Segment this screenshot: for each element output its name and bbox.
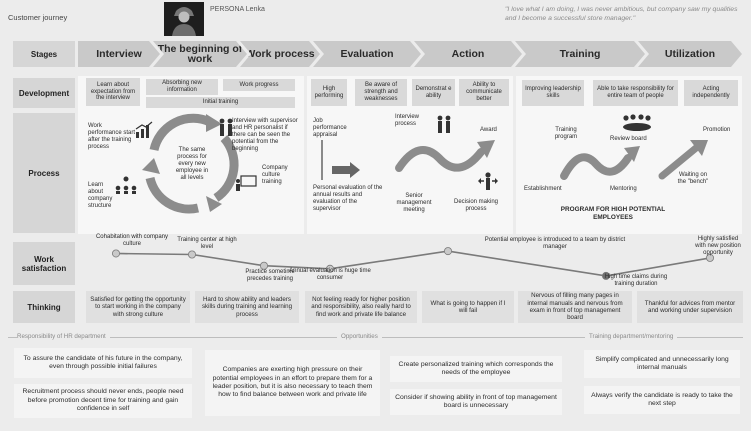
satisfaction-introduced: Potential employee is introduced to a te…: [484, 237, 626, 251]
decision-person-icon: [478, 172, 498, 190]
persona-avatar-icon: [164, 2, 204, 36]
dev-work-progress: Work progress: [223, 79, 295, 91]
row-label-stages: Stages: [13, 41, 75, 67]
process-mentoring: Mentoring: [610, 186, 637, 192]
section-hr: Responsibility of HR department: [17, 333, 110, 340]
satisfaction-practice: Practice sometime precedes training: [245, 269, 295, 283]
process-interview: Interview process: [395, 114, 420, 128]
hr-recommendation-1: To assure the candidate of his future in…: [14, 348, 192, 378]
org-structure-icon: [115, 176, 137, 194]
stage-work-process: Work process: [240, 41, 320, 67]
stage-training: Training: [515, 41, 645, 67]
hr-recommendation-2: Recruitment process should never ends, p…: [14, 384, 192, 418]
process-waiting-bench: Waiting on the "bench": [677, 172, 709, 186]
persona-name: PERSONA Lenka: [210, 6, 265, 13]
stage-evaluation: Evaluation: [313, 41, 421, 67]
dev-be-aware: Be aware of strength and weaknesses: [355, 79, 407, 106]
satisfaction-point: [188, 250, 197, 259]
process-culture-training: Company culture training: [262, 165, 288, 186]
onboarding-cycle: [142, 113, 239, 214]
satisfaction-highly-satisfied: Highly satisfied with new position oppor…: [695, 236, 741, 257]
dev-high-performing: High performing: [311, 79, 347, 106]
thinking-4: What is going to happen if I will fail: [422, 291, 514, 323]
satisfaction-annual-evaluation: Annual evaluation is huge time consumer: [289, 268, 371, 282]
thinking-5: Nervous of filling many pages in interna…: [518, 291, 632, 323]
dev-acting-independently: Acting independently: [684, 80, 738, 106]
thinking-1: Satisfied for getting the opportunity to…: [86, 291, 190, 323]
interview-people-icon: [437, 115, 451, 133]
satisfaction-point: [706, 253, 715, 262]
process-center-text: The same process for every new employee …: [175, 147, 209, 182]
page-title: Customer journey: [8, 13, 68, 22]
satisfaction-point: [259, 261, 268, 270]
satisfaction-high-time: High time claims during training duratio…: [604, 274, 668, 288]
thinking-6: Thankful for advices from mentor and wor…: [637, 291, 743, 323]
thinking-3: Not feeling ready for higher position an…: [305, 291, 417, 323]
process-decision-making: Decision making process: [453, 199, 499, 213]
dev-initial-training: Initial training: [146, 97, 295, 108]
dev-ability-communicate: Ability to communicate better: [459, 79, 509, 106]
opportunity-1: Companies are exerting high pressure on …: [205, 350, 380, 416]
process-promotion: Promotion: [703, 127, 731, 133]
process-training-program: Training program: [554, 127, 578, 141]
dev-absorbing-info: Absorbing new information: [146, 79, 218, 95]
opportunity-2: Create personalized training which corre…: [390, 356, 562, 382]
dev-responsibility: Able to take responsibility for entire t…: [593, 80, 678, 106]
presentation-board-icon: [236, 175, 257, 191]
training-recommendation-2: Always verify the candidate is ready to …: [584, 386, 740, 414]
evaluation-arrow-icon: [321, 140, 360, 180]
row-label-work-satisfaction: Work satisfaction: [13, 242, 75, 285]
stage-action: Action: [414, 41, 522, 67]
process-personal-evaluation: Personal evaluation of the annual result…: [313, 185, 383, 213]
training-recommendation-1: Simplify complicated and unnecessarily l…: [584, 350, 740, 378]
satisfaction-chart: [112, 247, 715, 280]
thinking-2: Hard to show ability and leaders skills …: [195, 291, 299, 323]
process-work-performance: Work performance start after the trainin…: [88, 123, 136, 151]
satisfaction-training-center: Training center at high level: [177, 237, 237, 251]
process-review-board: Review board: [610, 136, 647, 142]
process-award: Award: [480, 127, 497, 133]
satisfaction-cohabitation: Cohabitation with company culture: [95, 234, 169, 248]
row-label-process: Process: [13, 113, 75, 233]
process-learn-structure: Learn about company structure: [88, 182, 113, 210]
satisfaction-point: [325, 264, 334, 273]
process-interview-supervisor: Interview with supervisor and HR persona…: [232, 118, 298, 153]
stage-utilization: Utilization: [638, 41, 742, 67]
dev-learn-expectations: Learn about expectation from the intervi…: [86, 78, 140, 106]
process-job-appraisal: Job performance appraisal: [313, 118, 347, 139]
review-board-icon: [623, 114, 651, 131]
promotion-arrow: [658, 140, 708, 180]
section-opportunities: Opportunities: [337, 333, 382, 340]
dev-demonstrate: Demonstrat e ability: [412, 79, 455, 106]
process-establishment: Establishment: [524, 186, 562, 192]
process-senior-meeting: Senior management meeting: [396, 193, 432, 214]
satisfaction-point: [602, 271, 611, 280]
people-pair-icon: [219, 118, 233, 136]
satisfaction-point: [443, 247, 452, 256]
program-title: PROGRAM FOR HIGH POTENTIAL EMPLOYEES: [560, 206, 666, 221]
action-wave: [395, 140, 495, 172]
row-label-development: Development: [13, 78, 75, 108]
dev-improving-leadership: Improving leadership skills: [522, 80, 584, 106]
training-wave: [560, 146, 640, 180]
satisfaction-point: [112, 249, 121, 258]
stage-interview: Interview: [78, 41, 160, 67]
row-label-thinking: Thinking: [13, 291, 75, 323]
opportunity-3: Consider if showing ability in front of …: [390, 389, 562, 415]
section-training-department: Training department/mentoring: [585, 333, 678, 340]
stage-beginning-of-work: The beginning of work: [153, 41, 247, 67]
bar-chart-icon: [135, 121, 153, 138]
satisfaction-line: [115, 250, 711, 277]
persona-quote: "I love what I am doing, I was never amb…: [505, 6, 738, 22]
